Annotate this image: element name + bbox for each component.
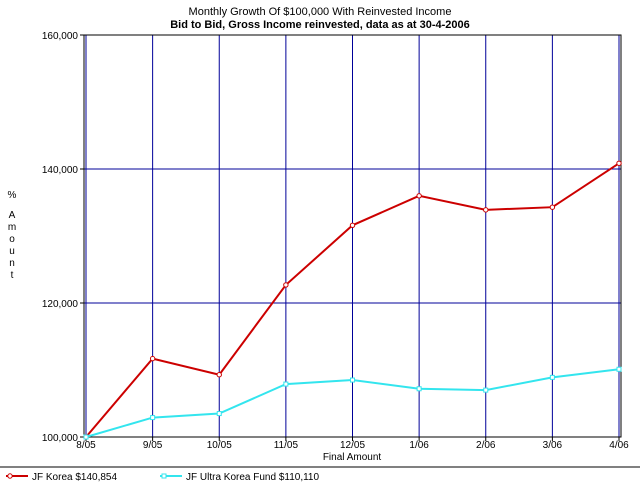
x-tick-label: 4/06 [609, 440, 629, 451]
y-tick-label: 100,000 [42, 433, 79, 444]
data-point [350, 377, 355, 383]
chart-title: Monthly Growth Of $100,000 With Reinvest… [189, 6, 452, 18]
data-point [349, 222, 356, 228]
legend-label: JF Ultra Korea Fund $110,110 [186, 472, 319, 483]
legend-label: JF Korea $140,854 [32, 472, 117, 483]
y-tick-label: 160,000 [42, 31, 79, 42]
data-point [283, 381, 289, 387]
x-axis-label: Final Amount [323, 452, 382, 463]
data-point [616, 160, 622, 166]
series-lines [83, 160, 622, 440]
x-tick-label: 11/05 [274, 440, 299, 451]
data-point [150, 415, 156, 421]
x-tick-label: 1/06 [409, 440, 429, 451]
legend: JF Korea $140,854 JF Ultra Korea Fund $11… [6, 472, 319, 483]
x-axis-ticks: 8/05 9/05 10/05 11/05 12/05 1/06 2/06 3/06 4/06 [76, 437, 629, 451]
legend-marker [161, 473, 167, 479]
data-point [483, 387, 489, 393]
data-point [149, 355, 156, 362]
x-tick-label: 10/05 [207, 440, 232, 451]
y-tick-label: 120,000 [42, 299, 79, 310]
data-point [216, 411, 222, 417]
data-point [83, 434, 89, 440]
data-point [549, 204, 556, 210]
x-tick-label: 8/05 [76, 440, 96, 451]
x-tick-label: 2/06 [476, 440, 496, 451]
chart-subtitle: Bid to Bid, Gross Income reinvested, dat… [170, 19, 470, 31]
x-tick-label: 3/06 [543, 440, 563, 451]
data-point [616, 366, 622, 372]
x-tick-label: 9/05 [143, 440, 163, 451]
data-point [483, 207, 489, 213]
y-axis-ticks: 100,000 120,000 140,000 160,000 [42, 31, 84, 444]
data-point [416, 193, 422, 199]
data-point [549, 374, 555, 380]
data-point [283, 282, 289, 288]
data-point [216, 371, 222, 378]
x-tick-label: 12/05 [340, 440, 365, 451]
data-point [416, 386, 422, 392]
legend-marker [7, 473, 13, 479]
y-tick-label: 140,000 [42, 165, 79, 176]
